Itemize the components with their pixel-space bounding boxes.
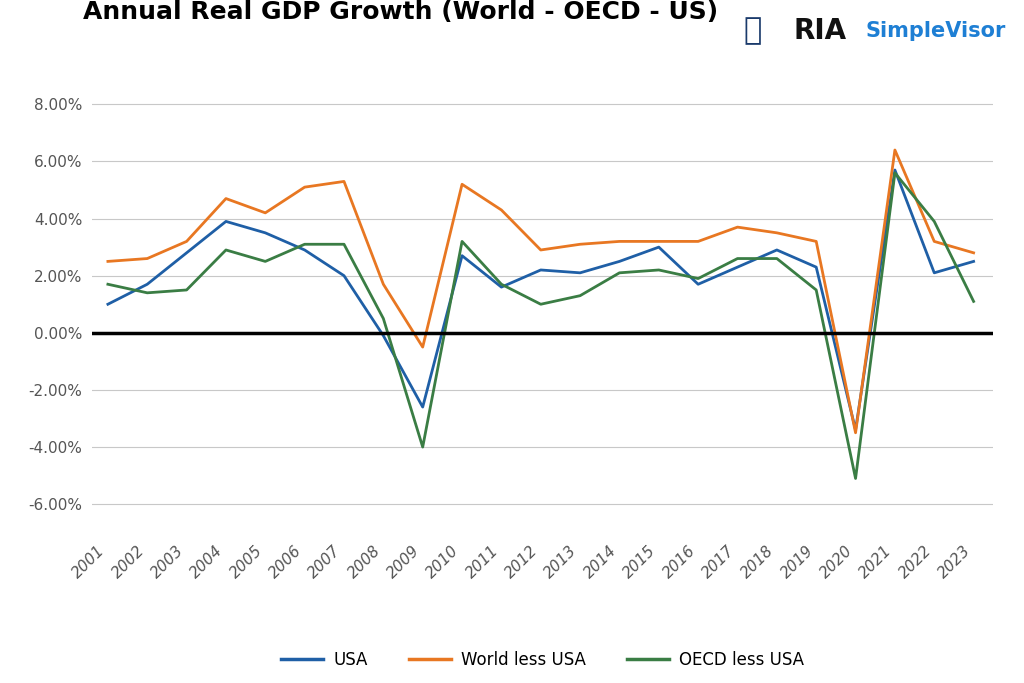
USA [456, 251, 468, 260]
World less USA [259, 209, 271, 217]
OECD less USA [928, 217, 940, 225]
OECD less USA [220, 246, 232, 254]
USA [299, 246, 311, 254]
World less USA [417, 343, 429, 351]
USA [141, 280, 154, 288]
World less USA [180, 237, 193, 245]
Text: ⛨: ⛨ [743, 16, 762, 45]
World less USA [377, 280, 389, 288]
World less USA [810, 237, 822, 245]
World less USA [889, 146, 901, 154]
OECD less USA [338, 240, 350, 249]
USA [496, 283, 508, 291]
Line: USA: USA [108, 170, 974, 430]
OECD less USA [456, 237, 468, 245]
USA [850, 426, 862, 434]
USA [731, 263, 743, 271]
USA [220, 217, 232, 225]
World less USA [338, 178, 350, 186]
OECD less USA [259, 257, 271, 266]
OECD less USA [850, 475, 862, 483]
USA [928, 268, 940, 277]
USA [180, 249, 193, 257]
USA [259, 229, 271, 237]
USA [771, 246, 783, 254]
Text: Annual Real GDP Growth (World - OECD - US): Annual Real GDP Growth (World - OECD - U… [83, 0, 718, 24]
OECD less USA [574, 292, 587, 300]
USA [101, 300, 114, 308]
World less USA [928, 237, 940, 245]
World less USA [652, 237, 665, 245]
OECD less USA [101, 280, 114, 288]
OECD less USA [496, 280, 508, 288]
USA [613, 257, 626, 266]
OECD less USA [889, 169, 901, 177]
World less USA [299, 183, 311, 191]
OECD less USA [692, 275, 705, 283]
OECD less USA [613, 268, 626, 277]
World less USA [496, 206, 508, 214]
Line: World less USA: World less USA [108, 150, 974, 433]
World less USA [731, 223, 743, 232]
USA [810, 263, 822, 271]
USA [889, 166, 901, 174]
OECD less USA [731, 255, 743, 263]
OECD less USA [771, 255, 783, 263]
OECD less USA [141, 289, 154, 297]
World less USA [613, 237, 626, 245]
OECD less USA [968, 297, 980, 305]
World less USA [101, 257, 114, 266]
World less USA [692, 237, 705, 245]
World less USA [574, 240, 587, 249]
OECD less USA [652, 266, 665, 274]
Legend: USA, World less USA, OECD less USA: USA, World less USA, OECD less USA [274, 644, 811, 675]
USA [968, 257, 980, 266]
OECD less USA [180, 286, 193, 294]
USA [574, 268, 587, 277]
World less USA [141, 255, 154, 263]
World less USA [535, 246, 547, 254]
USA [417, 403, 429, 411]
USA [652, 243, 665, 251]
USA [692, 280, 705, 288]
OECD less USA [810, 286, 822, 294]
USA [377, 331, 389, 339]
OECD less USA [377, 314, 389, 322]
USA [535, 266, 547, 274]
World less USA [456, 180, 468, 189]
OECD less USA [417, 443, 429, 451]
World less USA [968, 249, 980, 257]
World less USA [850, 429, 862, 437]
World less USA [220, 195, 232, 203]
Text: SimpleVisor: SimpleVisor [865, 20, 1006, 41]
Line: OECD less USA: OECD less USA [108, 173, 974, 479]
Text: RIA: RIA [794, 17, 847, 44]
World less USA [771, 229, 783, 237]
OECD less USA [535, 300, 547, 308]
USA [338, 272, 350, 280]
OECD less USA [299, 240, 311, 249]
